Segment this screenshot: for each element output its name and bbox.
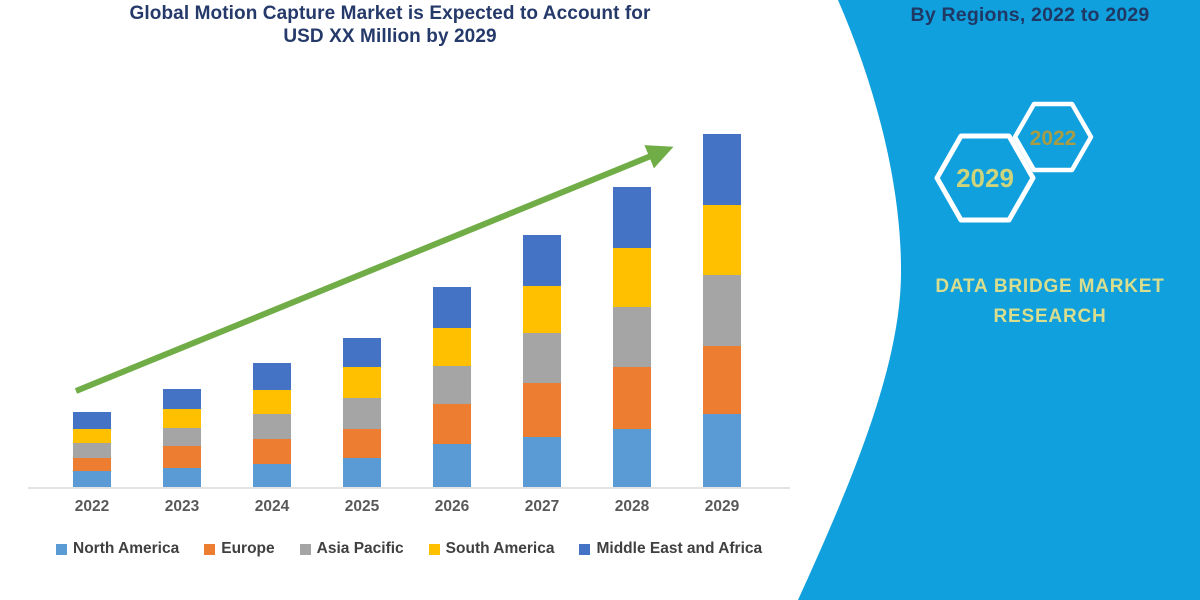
brand-name-line1: DATA BRIDGE MARKET [935, 276, 1165, 297]
bar-segment-2024-north-america [253, 464, 291, 487]
bar-segment-2024-asia-pacific [253, 414, 291, 439]
hexagon-2022-label: 2022 [1030, 127, 1077, 150]
legend-item-south-america: South America [428, 540, 555, 558]
hexagon-2022: 2022 [1012, 101, 1094, 173]
bar-2029 [703, 134, 741, 487]
legend-item-europe: Europe [204, 540, 275, 558]
bar-segment-2026-south-america [433, 328, 471, 366]
bar-segment-2027-middle-east-and-africa [523, 235, 561, 286]
bar-segment-2022-north-america [73, 471, 111, 487]
bar-segment-2029-middle-east-and-africa [703, 134, 741, 205]
chart-title-line2: USD XX Million by 2029 [283, 26, 497, 47]
bar-segment-2023-europe [163, 446, 201, 468]
x-axis-label-2027: 2027 [524, 498, 560, 515]
legend-label: South America [445, 540, 555, 557]
bar-segment-2027-south-america [523, 286, 561, 333]
bar-segment-2023-south-america [163, 409, 201, 428]
legend-swatch-icon [204, 543, 216, 555]
bar-segment-2022-south-america [73, 429, 111, 443]
bar-segment-2028-south-america [613, 248, 651, 307]
bar-segment-2027-europe [523, 383, 561, 437]
x-axis-line [28, 487, 790, 489]
legend-item-north-america: North America [56, 540, 179, 558]
bar-segment-2026-asia-pacific [433, 366, 471, 404]
legend-swatch-icon [428, 543, 440, 555]
bar-2023 [163, 389, 201, 487]
brand-name-line2: RESEARCH [993, 306, 1107, 327]
bar-segment-2028-europe [613, 367, 651, 429]
bar-segment-2024-south-america [253, 390, 291, 414]
chart-region: Global Motion Capture Market is Expected… [28, 2, 790, 558]
bar-segment-2025-europe [343, 429, 381, 458]
bar-segment-2023-asia-pacific [163, 428, 201, 446]
bar-2025 [343, 338, 381, 487]
hexagon-2022-outline [1012, 101, 1094, 173]
x-axis-label-2024: 2024 [254, 498, 290, 515]
bar-segment-2023-middle-east-and-africa [163, 389, 201, 409]
bar-segment-2029-north-america [703, 414, 741, 487]
bar-segment-2029-europe [703, 346, 741, 414]
legend-swatch-icon [299, 543, 311, 555]
bar-segment-2022-europe [73, 458, 111, 471]
bar-segment-2024-europe [253, 439, 291, 464]
hexagon-2029-label: 2029 [956, 163, 1014, 193]
bar-segment-2026-europe [433, 404, 471, 444]
bar-segment-2024-middle-east-and-africa [253, 363, 291, 390]
chart-title-line1: Global Motion Capture Market is Expected… [129, 3, 651, 24]
sidebar-swoosh-shape [798, 0, 1200, 600]
x-axis-label-2028: 2028 [614, 498, 650, 515]
bar-segment-2025-middle-east-and-africa [343, 338, 381, 367]
bar-segment-2028-north-america [613, 429, 651, 487]
sidebar-region: 2022 2029 By Regions, 2022 to 2029 DATA … [780, 0, 1200, 600]
bar-segment-2025-asia-pacific [343, 398, 381, 429]
legend-swatch-icon [56, 543, 67, 555]
legend-label: North America [73, 540, 180, 557]
bar-segment-2027-north-america [523, 437, 561, 487]
bar-segment-2029-south-america [703, 205, 741, 275]
bar-segment-2028-middle-east-and-africa [613, 187, 651, 248]
x-axis-label-2026: 2026 [434, 498, 470, 515]
bar-2026 [433, 287, 471, 487]
sidebar-heading: By Regions, 2022 to 2029 [910, 4, 1150, 26]
bar-2027 [523, 235, 561, 487]
bar-segment-2026-middle-east-and-africa [433, 287, 471, 328]
bar-segment-2029-asia-pacific [703, 275, 741, 346]
bar-2022 [73, 412, 111, 487]
sidebar-background: 2022 2029 [798, 0, 1200, 600]
bar-2024 [253, 363, 291, 487]
hexagon-2029: 2029 [934, 133, 1036, 223]
plot-area: 2022 2023 2024 2025 2026 2027 2028 2029 [28, 134, 790, 515]
hexagon-2029-outline [934, 133, 1036, 223]
bar-segment-2025-north-america [343, 458, 381, 487]
legend-label: Europe [221, 540, 275, 557]
x-axis-label-2022: 2022 [74, 498, 110, 515]
brand-name: DATA BRIDGE MARKET RESEARCH [900, 272, 1200, 332]
legend-swatch-icon [579, 543, 591, 555]
bar-segment-2026-north-america [433, 444, 471, 487]
legend-item-asia-pacific: Asia Pacific [299, 540, 404, 558]
legend-item-middle-east-and-africa: Middle East and Africa [579, 540, 762, 558]
bar-segment-2022-middle-east-and-africa [73, 412, 111, 429]
x-axis-label-2029: 2029 [704, 498, 740, 515]
bar-segment-2027-asia-pacific [523, 333, 561, 383]
chart-legend: North America Europe Asia Pacific South Ame… [56, 540, 762, 558]
legend-label: Middle East and Africa [596, 540, 763, 557]
bar-segment-2023-north-america [163, 468, 201, 487]
bar-segment-2025-south-america [343, 367, 381, 398]
bar-2028 [613, 187, 651, 487]
bar-segment-2028-asia-pacific [613, 307, 651, 367]
x-axis-label-2023: 2023 [164, 498, 200, 515]
bar-segment-2022-asia-pacific [73, 443, 111, 458]
legend-label: Asia Pacific [316, 540, 404, 557]
chart-title: Global Motion Capture Market is Expected… [40, 2, 740, 48]
x-axis-label-2025: 2025 [344, 498, 380, 515]
